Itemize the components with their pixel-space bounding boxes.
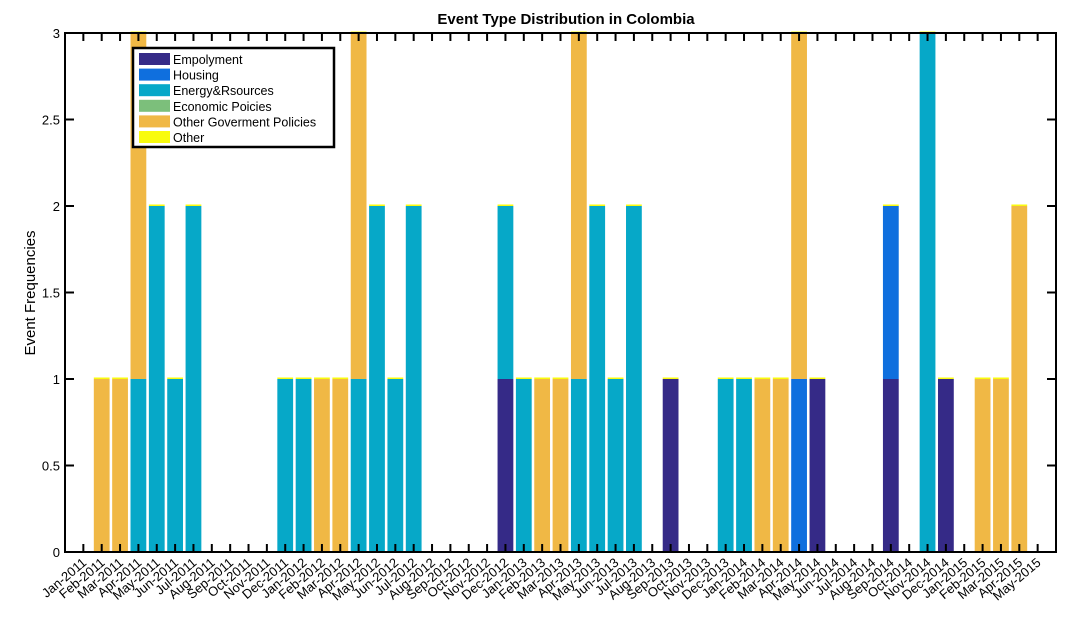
bar-segment-Dec-2013-s2	[717, 379, 734, 552]
bar-cap-Dec-2012	[497, 204, 514, 206]
bar-cap-Feb-2012	[314, 377, 330, 379]
bar-segment-Jun-2012-s2	[387, 379, 404, 552]
bar-segment-Apr-2012-s4	[350, 33, 367, 379]
bar-segment-Jun-2013-s2	[607, 379, 624, 552]
legend-swatch	[139, 99, 170, 112]
bar-segment-Jan-2014-s2	[736, 379, 752, 552]
y-tick-label: 0.5	[42, 459, 60, 474]
bar-cap-Jan-2012	[295, 377, 312, 379]
bar-segment-Dec-2011-s2	[277, 379, 294, 552]
bar-cap-Mar-2015	[993, 377, 1009, 379]
bar-cap-Jul-2011	[185, 204, 202, 206]
bar-segment-Apr-2015-s4	[1011, 206, 1028, 552]
bar-cap-May-2011	[148, 204, 165, 206]
legend-entry: Housing	[173, 69, 219, 83]
bar-segment-Mar-2012-s4	[332, 379, 349, 552]
bars-group	[93, 31, 1028, 552]
bar-segment-Jun-2011-s2	[167, 379, 184, 552]
bar-segment-Apr-2012-s2	[350, 379, 367, 552]
legend-entry: Energy&Rsources	[173, 84, 274, 98]
bar-segment-May-2011-s2	[148, 206, 165, 552]
legend-entry: Economic Poicies	[173, 100, 272, 114]
bar-segment-May-2013-s2	[589, 206, 606, 552]
bar-segment-Sep-2013-s0	[662, 379, 679, 552]
legend-swatch	[139, 84, 170, 97]
bar-segment-Feb-2015-s4	[974, 379, 991, 552]
bar-segment-Apr-2011-s2	[130, 379, 147, 552]
bar-cap-Jan-2014	[736, 377, 752, 379]
y-axis-label: Event Frequencies	[22, 230, 39, 355]
x-ticks-group: Jan-2011Feb-2011Mar-2011Apr-2011May-2011…	[39, 33, 1044, 603]
bar-segment-Jul-2011-s2	[185, 206, 202, 552]
bar-cap-Mar-2012	[332, 377, 349, 379]
legend-swatch	[139, 68, 170, 81]
bar-segment-Jan-2013-s2	[515, 379, 532, 552]
bar-cap-Mar-2013	[552, 377, 569, 379]
bar-cap-Jul-2012	[405, 204, 422, 206]
bar-cap-Jun-2013	[607, 377, 624, 379]
bar-segment-Mar-2015-s4	[993, 379, 1009, 552]
bar-cap-May-2013	[589, 204, 606, 206]
bar-cap-Sep-2013	[662, 377, 679, 379]
bar-segment-Apr-2014-s1	[791, 379, 807, 552]
bar-segment-Mar-2011-s4	[112, 379, 128, 552]
bar-cap-Jun-2011	[167, 377, 184, 379]
legend-entry: Empolyment	[173, 53, 243, 67]
bar-segment-Dec-2012-s0	[497, 379, 514, 552]
bar-cap-Feb-2011	[93, 377, 110, 379]
bar-cap-Dec-2013	[717, 377, 734, 379]
bar-cap-Feb-2015	[974, 377, 991, 379]
bar-segment-Sep-2014-s1	[882, 206, 899, 379]
bar-cap-Dec-2011	[277, 377, 294, 379]
bar-segment-Apr-2013-s4	[570, 33, 587, 379]
bar-cap-May-2012	[369, 204, 385, 206]
bar-cap-May-2014	[809, 377, 826, 379]
bar-cap-Feb-2014	[754, 377, 771, 379]
bar-segment-Jan-2012-s2	[295, 379, 312, 552]
bar-cap-Jun-2012	[387, 377, 404, 379]
bar-cap-Jul-2013	[626, 204, 642, 206]
bar-segment-Jul-2013-s2	[626, 206, 642, 552]
legend-swatch	[139, 131, 170, 143]
bar-cap-Apr-2015	[1011, 204, 1028, 206]
legend-entry: Other Goverment Policies	[173, 115, 316, 129]
y-tick-label: 2	[53, 199, 60, 214]
bar-cap-Dec-2014	[937, 377, 954, 379]
bar-cap-Mar-2014	[772, 377, 789, 379]
bar-segment-Feb-2011-s4	[93, 379, 110, 552]
y-tick-label: 1	[53, 372, 60, 387]
bar-cap-Feb-2013	[534, 377, 551, 379]
y-ticks-group: 0 0.5 1 1.5 2 2.5 3	[42, 26, 1056, 560]
bar-segment-Mar-2013-s4	[552, 379, 569, 552]
bar-segment-Sep-2014-s0	[882, 379, 899, 552]
bar-segment-May-2014-s0	[809, 379, 826, 552]
bar-cap-Sep-2014	[882, 204, 899, 206]
bar-segment-May-2012-s2	[369, 206, 385, 552]
bar-segment-Dec-2014-s0	[937, 379, 954, 552]
plot-frame	[64, 32, 1057, 553]
bar-segment-Apr-2014-s4	[791, 33, 807, 379]
bar-segment-Nov-2014-s2	[919, 33, 936, 552]
legend-swatch	[139, 115, 170, 128]
bar-segment-Mar-2014-s4	[772, 379, 789, 552]
y-tick-label: 3	[53, 26, 60, 41]
bar-segment-Feb-2013-s4	[534, 379, 551, 552]
bar-segment-Feb-2014-s4	[754, 379, 771, 552]
legend-entry: Other	[173, 131, 204, 145]
bar-segment-Dec-2012-s2	[497, 206, 514, 379]
y-tick-label: 2.5	[42, 113, 60, 128]
y-tick-label: 1.5	[42, 286, 60, 301]
bar-segment-Feb-2012-s4	[314, 379, 330, 552]
bar-segment-Apr-2013-s2	[570, 379, 587, 552]
y-tick-label: 0	[53, 545, 60, 560]
chart-title: Event Type Distribution in Colombia	[437, 11, 695, 28]
bar-cap-Mar-2011	[112, 377, 128, 379]
bar-cap-Jan-2013	[515, 377, 532, 379]
legend-swatch	[139, 53, 170, 65]
bar-segment-Jul-2012-s2	[405, 206, 422, 552]
